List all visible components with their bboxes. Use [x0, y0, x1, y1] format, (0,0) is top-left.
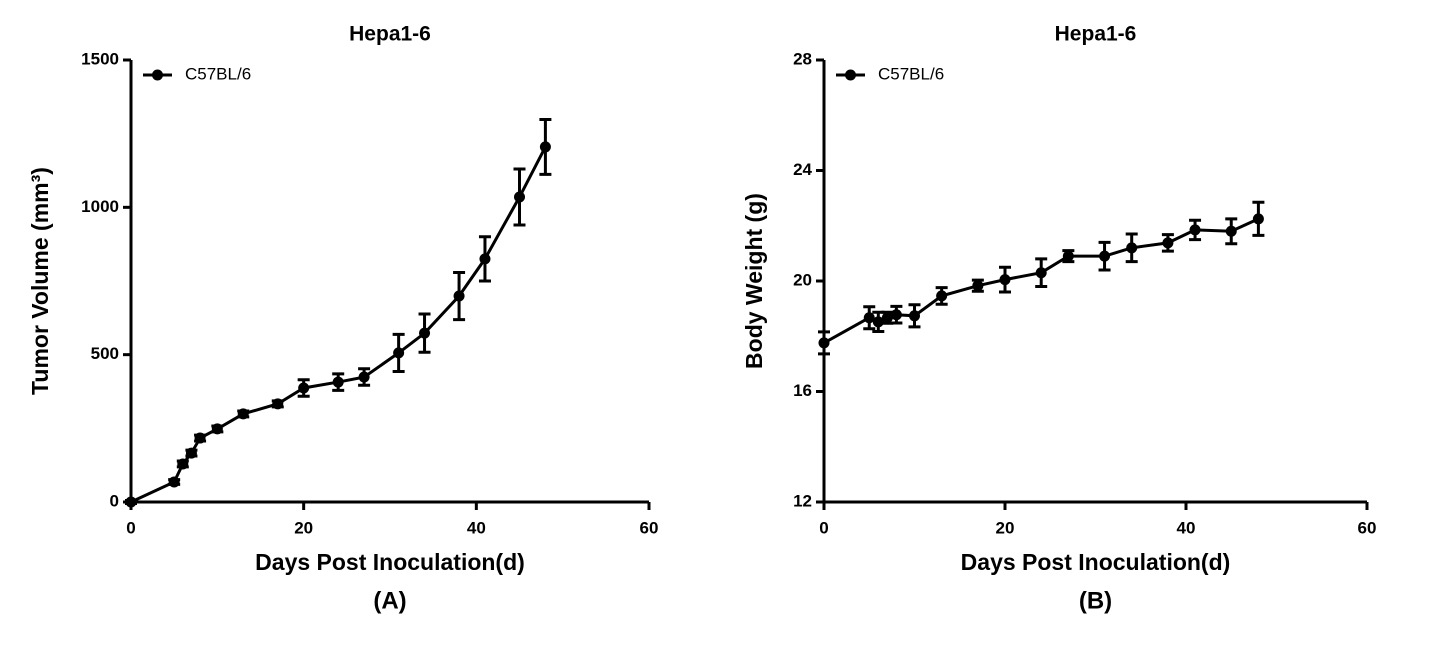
y-axis-label: Body Weight (g)	[741, 193, 767, 369]
data-point	[298, 382, 310, 394]
x-tick-label: 0	[126, 518, 135, 537]
data-point	[818, 337, 830, 349]
data-point	[125, 496, 137, 508]
data-point	[185, 447, 197, 459]
panel-caption: (B)	[1079, 587, 1112, 614]
data-point	[539, 141, 551, 153]
data-point	[332, 376, 344, 388]
data-point	[358, 371, 370, 383]
y-tick-label: 0	[110, 491, 119, 510]
data-point	[1099, 250, 1111, 262]
y-tick-label: 500	[91, 344, 119, 363]
data-point	[999, 274, 1011, 286]
legend-marker	[845, 69, 856, 81]
data-point	[863, 312, 875, 324]
chart-title: Hepa1-6	[349, 23, 431, 46]
y-tick-label: 28	[793, 49, 812, 68]
data-point	[453, 290, 465, 302]
data-point	[419, 327, 431, 339]
y-tick-label: 16	[793, 381, 812, 400]
x-tick-label: 20	[996, 518, 1015, 537]
data-point	[1062, 250, 1074, 262]
data-point	[393, 347, 405, 359]
legend-label: C57BL/6	[878, 64, 944, 83]
data-point	[177, 458, 189, 470]
x-tick-label: 40	[467, 518, 486, 537]
x-tick-label: 0	[819, 518, 828, 537]
data-point	[1035, 267, 1047, 279]
data-point	[272, 398, 284, 410]
legend-marker	[152, 69, 163, 81]
x-axis-label: Days Post Inoculation(d)	[255, 549, 525, 575]
y-tick-label: 20	[793, 270, 812, 289]
x-tick-label: 60	[1358, 518, 1377, 537]
data-point	[1162, 237, 1174, 249]
data-point	[881, 312, 893, 324]
y-tick-label: 24	[793, 160, 812, 179]
data-point	[194, 432, 206, 444]
data-point	[872, 316, 884, 328]
data-point	[479, 253, 491, 265]
data-point	[1252, 213, 1264, 225]
x-tick-label: 40	[1177, 518, 1196, 537]
panel-caption: (A)	[373, 587, 406, 614]
y-tick-label: 12	[793, 491, 812, 510]
data-point	[514, 191, 525, 203]
y-tick-label: 1500	[81, 49, 119, 68]
x-tick-label: 20	[294, 518, 313, 537]
data-point	[237, 408, 249, 420]
y-tick-label: 1000	[81, 197, 119, 216]
x-tick-label: 60	[640, 518, 659, 537]
data-point	[1189, 224, 1201, 236]
chart-title: Hepa1-6	[1055, 23, 1137, 46]
data-point	[1225, 225, 1237, 237]
data-point	[972, 280, 984, 292]
data-point	[936, 290, 948, 302]
x-axis-label: Days Post Inoculation(d)	[961, 549, 1231, 575]
legend-label: C57BL/6	[185, 64, 251, 83]
data-point	[909, 310, 920, 322]
y-axis-label: Tumor Volume (mm³)	[27, 167, 53, 395]
data-point	[1126, 242, 1138, 254]
data-point	[168, 476, 180, 488]
data-point	[211, 423, 223, 435]
data-point	[890, 309, 902, 321]
